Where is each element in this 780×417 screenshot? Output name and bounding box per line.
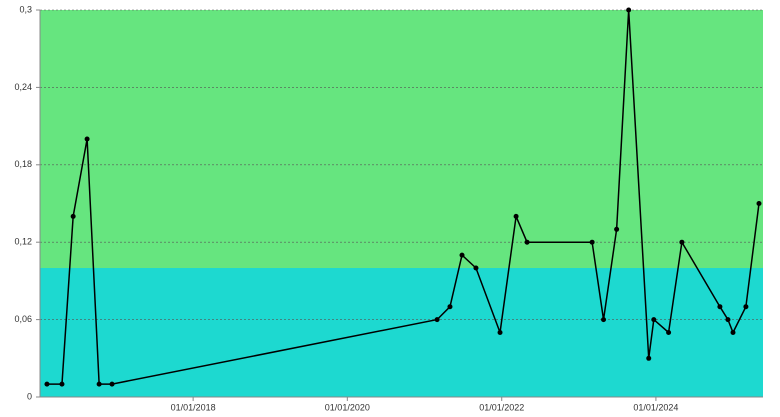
marker	[646, 355, 652, 361]
x-tick-label: 01/01/2022	[479, 402, 524, 412]
band	[40, 268, 763, 397]
marker	[70, 213, 76, 219]
marker	[96, 381, 102, 387]
band	[40, 10, 763, 268]
y-tick-label: 0,18	[14, 159, 32, 169]
marker	[730, 330, 736, 335]
x-tick-label: 01/01/2020	[325, 402, 370, 412]
marker	[589, 239, 595, 245]
marker	[756, 201, 762, 206]
marker	[626, 7, 632, 13]
marker	[513, 213, 519, 219]
x-tick-label: 01/01/2018	[171, 402, 216, 412]
marker	[447, 304, 453, 310]
y-tick-label: 0,06	[14, 314, 32, 324]
marker	[666, 330, 672, 335]
marker	[84, 136, 90, 142]
y-tick-label: 0	[27, 391, 32, 401]
y-tick-label: 0,3	[19, 4, 32, 14]
y-tick-label: 0,12	[14, 237, 32, 247]
marker	[473, 265, 479, 271]
marker	[497, 330, 503, 335]
x-tick-label: 01/01/2024	[633, 402, 678, 412]
marker	[725, 317, 731, 323]
marker	[44, 381, 50, 387]
marker	[614, 226, 620, 232]
marker	[524, 239, 530, 245]
marker	[459, 252, 465, 258]
marker	[59, 381, 65, 387]
marker	[601, 317, 607, 323]
marker	[679, 239, 685, 245]
marker	[434, 317, 440, 323]
marker	[651, 317, 657, 323]
marker	[743, 304, 749, 310]
marker	[109, 381, 115, 387]
marker	[717, 304, 723, 310]
y-tick-label: 0,24	[14, 82, 32, 92]
